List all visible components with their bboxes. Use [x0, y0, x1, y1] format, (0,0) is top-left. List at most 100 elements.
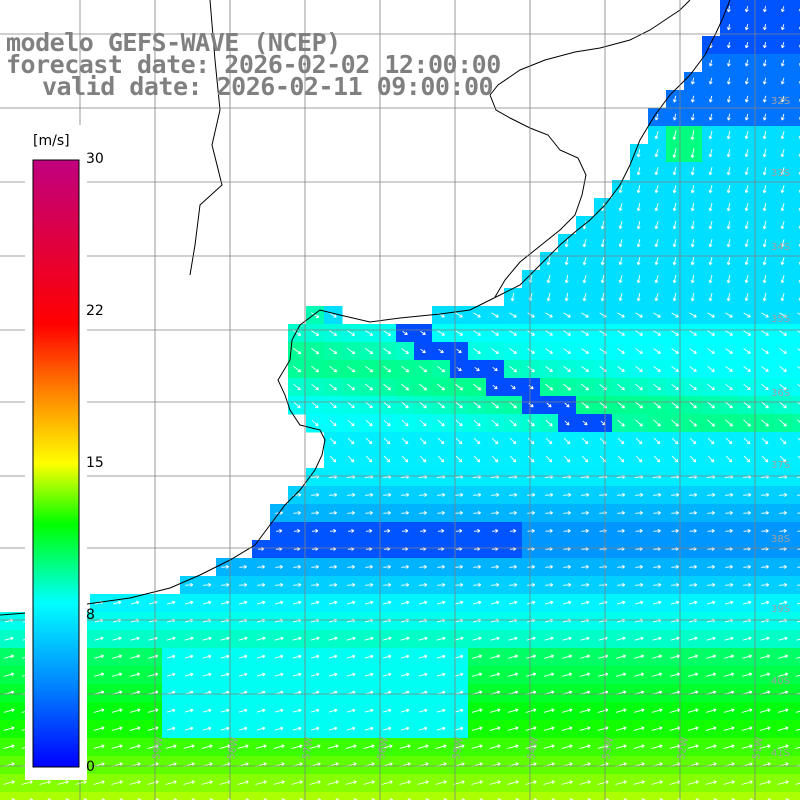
wind-arrow — [112, 672, 123, 677]
wind-arrow — [256, 636, 266, 641]
wind-arrow — [651, 744, 663, 749]
colorbar-tick-0: 0 — [86, 759, 95, 775]
wind-arrow — [617, 312, 625, 318]
wind-arrow — [726, 149, 731, 158]
wind-arrow — [708, 292, 713, 302]
wind-arrow — [381, 780, 393, 785]
wind-arrow — [365, 528, 373, 533]
wind-arrow — [671, 437, 679, 445]
wind-arrow — [796, 476, 800, 478]
wind-arrow — [328, 348, 338, 355]
wind-cell — [792, 450, 800, 469]
wind-arrow — [545, 366, 553, 373]
wind-arrow — [111, 780, 123, 785]
wind-cell — [792, 540, 800, 559]
wind-arrow — [329, 312, 337, 318]
wind-arrow — [690, 113, 695, 121]
wind-cell — [162, 792, 181, 800]
wind-arrow — [563, 492, 572, 497]
wind-arrow — [382, 726, 392, 731]
wind-arrow — [346, 600, 356, 605]
wind-arrow — [690, 293, 695, 302]
wind-arrow — [617, 510, 625, 515]
country-border-west — [189, 0, 223, 276]
wind-arrow — [780, 6, 785, 13]
wind-arrow — [761, 383, 769, 391]
wind-arrow — [762, 203, 767, 212]
wind-arrow — [706, 600, 716, 605]
wind-arrow — [796, 638, 800, 641]
wind-cell — [792, 792, 800, 800]
wind-arrow — [419, 401, 427, 409]
wind-cell — [792, 630, 800, 649]
wind-arrow — [742, 654, 753, 659]
wind-arrow — [762, 149, 767, 158]
wind-arrow — [346, 636, 356, 641]
wind-arrow — [797, 366, 800, 369]
wind-arrow — [527, 455, 535, 463]
wind-arrow — [761, 528, 769, 533]
wind-arrow — [491, 419, 499, 427]
wind-cell — [792, 504, 800, 523]
wind-arrow — [220, 654, 230, 659]
wind-arrow — [419, 383, 428, 391]
wind-arrow — [780, 95, 785, 103]
wind-arrow — [274, 726, 284, 731]
wind-cell — [738, 792, 757, 800]
wind-arrow — [689, 528, 697, 533]
wind-arrow — [636, 221, 641, 230]
wind-arrow — [561, 780, 573, 785]
wind-arrow — [491, 455, 499, 463]
wind-arrow — [454, 654, 464, 659]
wind-arrow — [437, 365, 446, 373]
wind-arrow — [310, 654, 320, 659]
wind-arrow — [220, 726, 230, 731]
wind-arrow — [401, 437, 409, 445]
wind-arrow — [580, 672, 591, 677]
forecast-date: forecast date: 2026-02-02 12:00:00 — [6, 50, 501, 79]
wind-arrow — [672, 113, 677, 121]
wind-cell — [792, 396, 800, 415]
wind-arrow — [687, 744, 699, 749]
wind-arrow — [726, 113, 731, 121]
wind-arrow — [797, 437, 800, 441]
wind-cell — [792, 234, 800, 253]
wind-arrow — [346, 726, 356, 731]
wind-arrow — [671, 383, 679, 391]
wind-arrow — [797, 584, 800, 586]
wind-arrow — [707, 582, 716, 587]
wind-cell — [792, 702, 800, 721]
wind-arrow — [744, 239, 749, 248]
wind-arrow — [257, 564, 265, 569]
wind-cell — [504, 792, 523, 800]
wind-arrow — [617, 348, 625, 354]
colorbar-tick-8: 8 — [86, 607, 95, 623]
wind-arrow — [383, 492, 392, 497]
wind-arrow — [471, 726, 483, 731]
wind-cell — [702, 792, 721, 800]
wind-arrow — [761, 564, 769, 569]
wind-arrow — [220, 672, 230, 677]
wind-arrow — [759, 708, 771, 713]
wind-arrow — [723, 780, 735, 785]
wind-arrow — [456, 366, 462, 372]
wind-cell — [792, 558, 800, 577]
wind-arrow — [762, 131, 767, 140]
wind-arrow — [743, 528, 751, 533]
wind-cell — [720, 792, 739, 800]
wind-arrow — [437, 582, 446, 587]
wind-arrow — [795, 782, 800, 785]
wind-arrow — [329, 455, 337, 463]
wind-arrow — [780, 221, 785, 230]
wind-arrow — [166, 708, 176, 713]
wind-arrow — [329, 528, 337, 533]
wind-cell — [684, 792, 703, 800]
wind-arrow — [707, 401, 715, 409]
wind-arrow — [365, 401, 373, 409]
wind-arrow — [582, 220, 587, 230]
wind-arrow — [381, 744, 393, 749]
wind-arrow — [527, 348, 535, 354]
wind-arrow — [311, 419, 319, 427]
wind-arrow — [473, 330, 481, 336]
wind-arrow — [256, 654, 266, 659]
